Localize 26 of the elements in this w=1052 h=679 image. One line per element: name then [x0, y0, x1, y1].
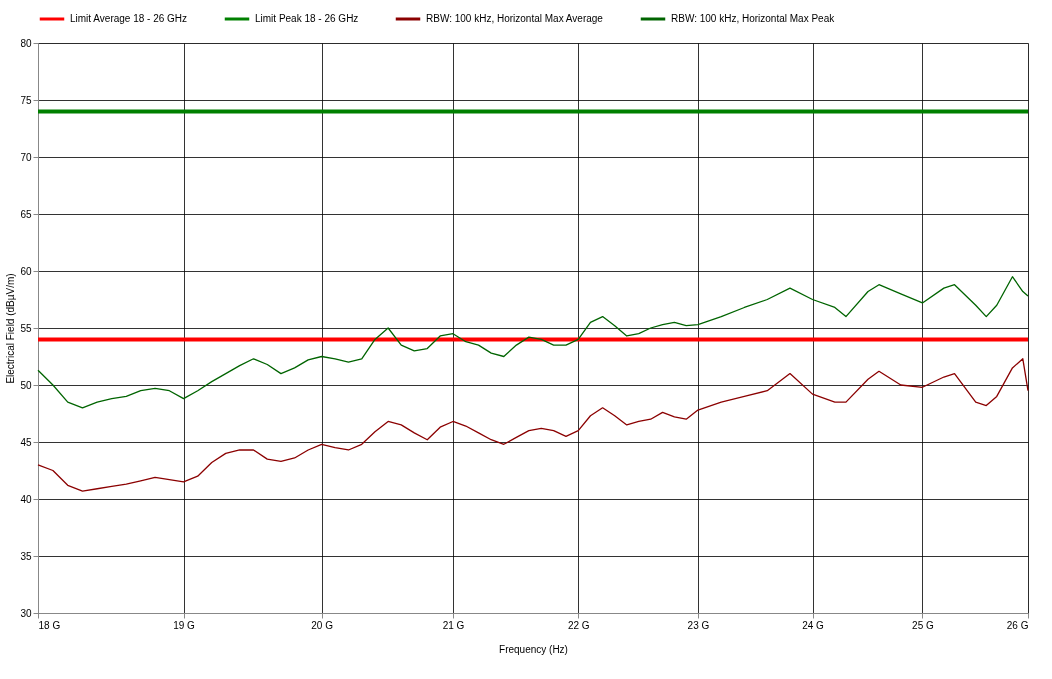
legend-label: Limit Average 18 - 26 GHz	[70, 13, 188, 24]
y-tick-label: 55	[20, 322, 32, 334]
y-tick-label: 80	[20, 37, 32, 49]
x-tick-label: 21 G	[442, 619, 465, 631]
x-axis-title: Frequency (Hz)	[499, 643, 568, 655]
y-tick-label: 75	[20, 94, 32, 106]
legend-label: Limit Peak 18 - 26 GHz	[255, 13, 359, 24]
y-tick-label: 50	[20, 379, 32, 391]
y-tick-label: 65	[20, 208, 32, 220]
legend-label: RBW: 100 kHz, Horizontal Max Peak	[671, 13, 836, 24]
x-tick-label: 26 G	[1006, 619, 1029, 631]
x-tick-label: 20 G	[311, 619, 334, 631]
x-tick-label: 23 G	[687, 619, 710, 631]
y-tick-label: 70	[20, 151, 32, 163]
y-axis-title: Electrical Field (dBµV/m)	[5, 273, 17, 384]
y-tick-label: 40	[20, 493, 32, 505]
y-tick-label: 30	[20, 607, 32, 619]
legend-label: RBW: 100 kHz, Horizontal Max Average	[426, 13, 604, 24]
y-tick-label: 45	[20, 436, 32, 448]
x-tick-label: 25 G	[912, 619, 934, 631]
x-tick-label: 22 G	[567, 619, 590, 631]
x-tick-label: 18 G	[38, 619, 61, 631]
x-tick-label: 19 G	[173, 619, 196, 631]
y-tick-label: 60	[20, 265, 32, 277]
y-tick-label: 35	[20, 550, 32, 562]
x-tick-label: 24 G	[802, 619, 825, 631]
